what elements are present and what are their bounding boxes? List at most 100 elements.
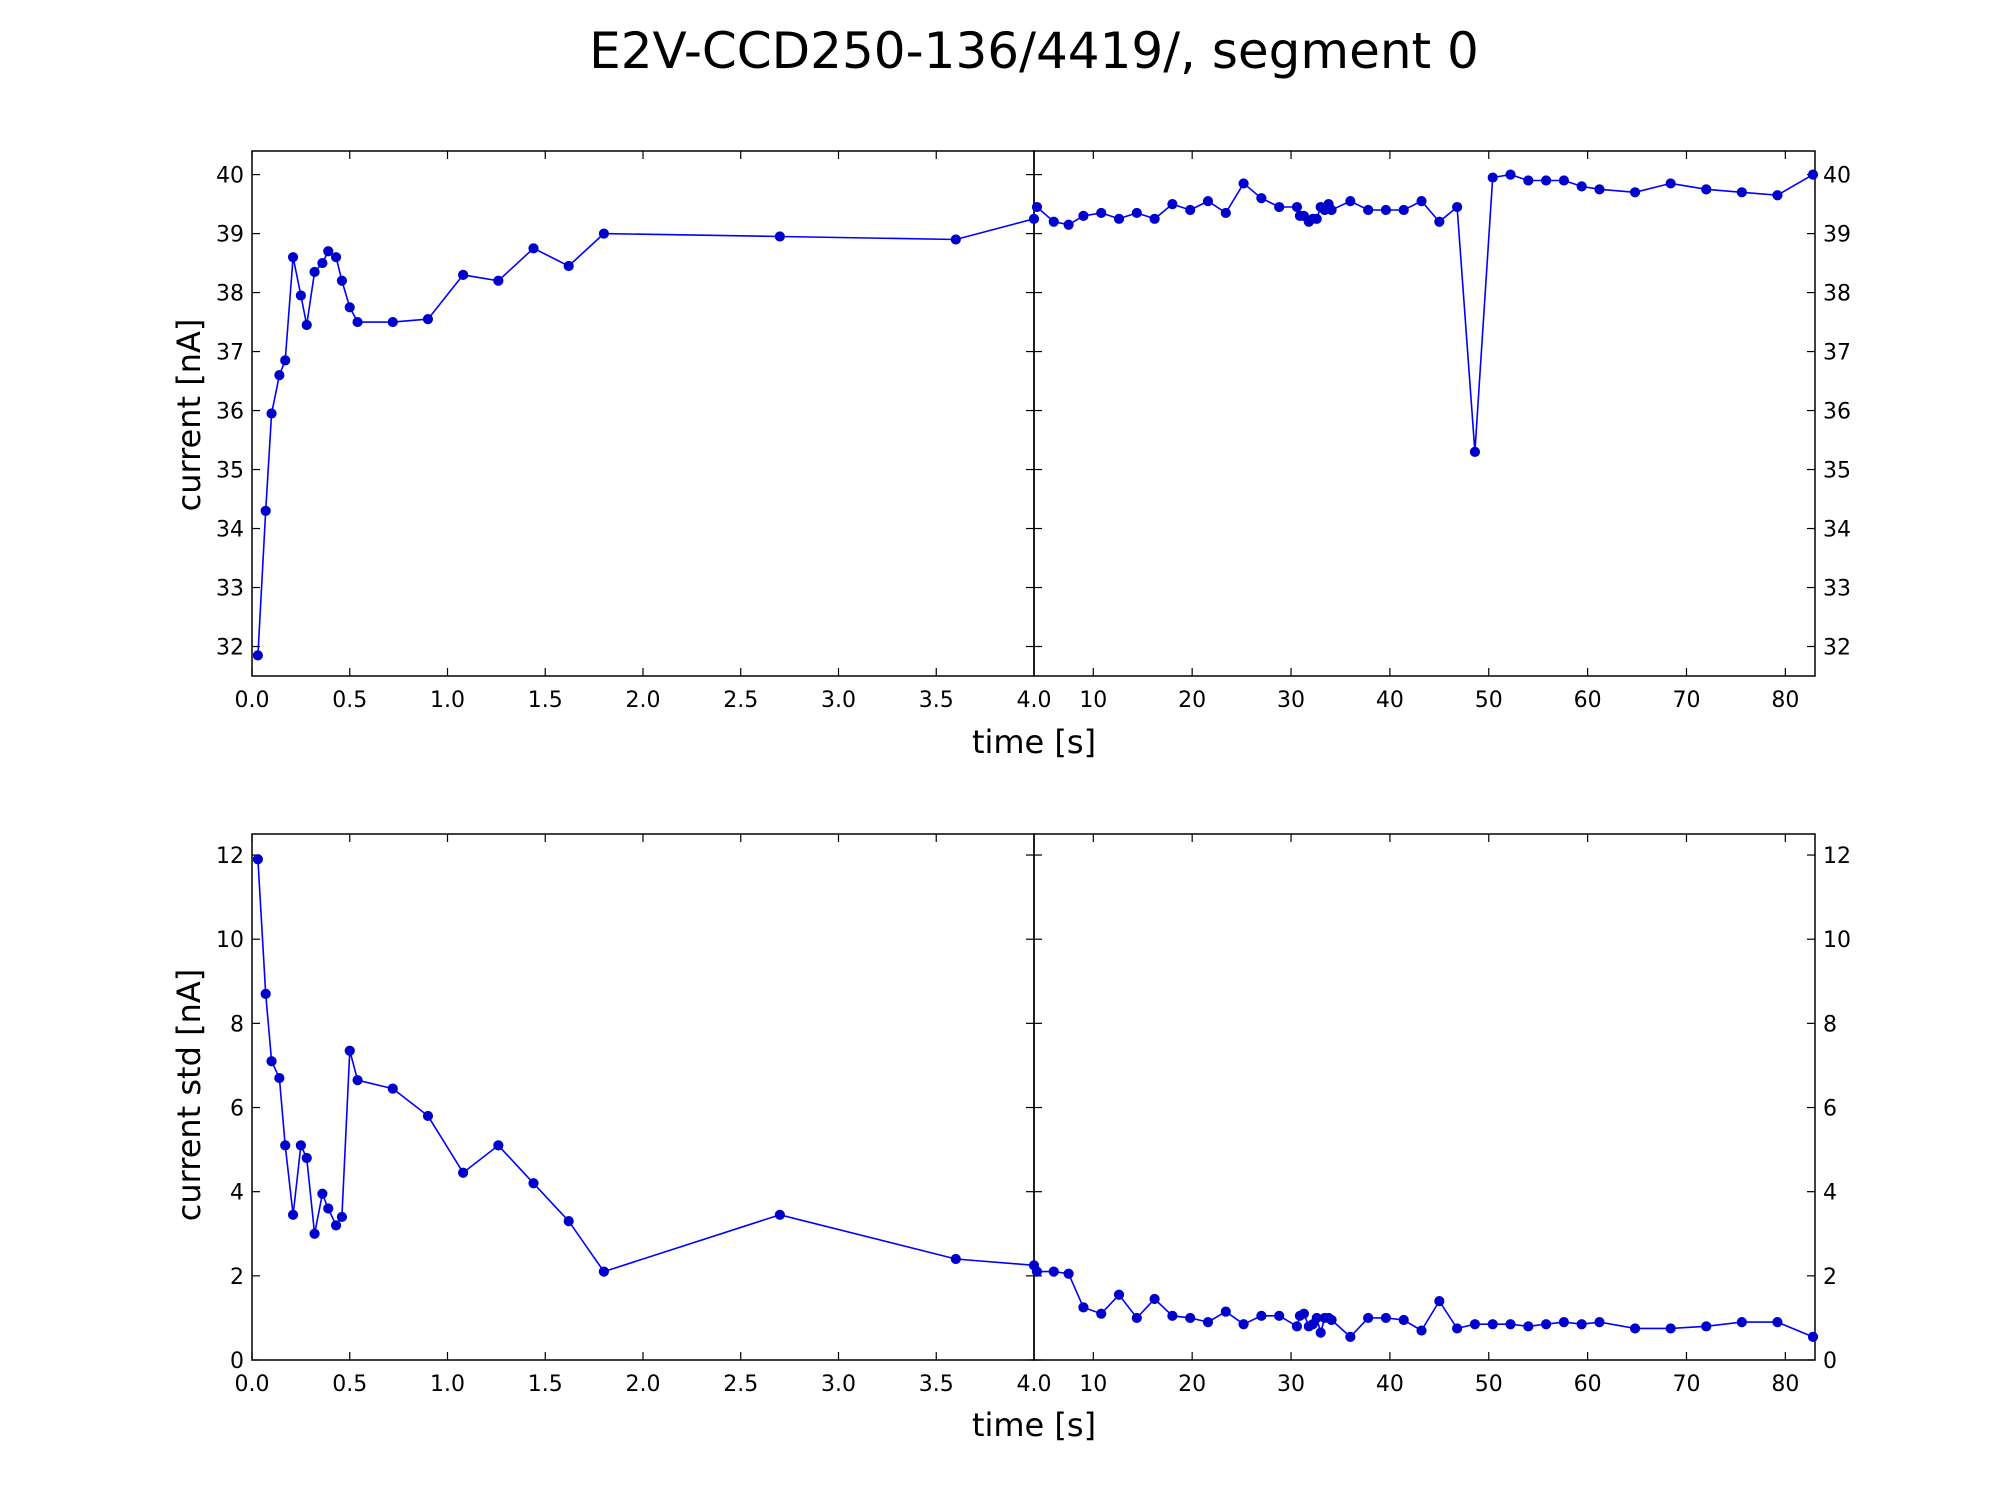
y-tick-label-right: 39 [1823, 223, 1851, 248]
y-tick-label-left: 4 [230, 1181, 244, 1206]
data-point [1028, 213, 1040, 224]
data-point [1505, 1319, 1516, 1330]
data-point [458, 1167, 469, 1178]
data-point [1576, 181, 1587, 192]
data-point [1558, 1317, 1569, 1328]
y-tick-label-left: 33 [216, 577, 244, 602]
data-point [352, 1075, 363, 1086]
y-tick-label-left: 32 [216, 636, 244, 661]
data-point [309, 1228, 320, 1239]
data-point [1701, 1321, 1712, 1332]
x-tick-label: 70 [1672, 688, 1700, 713]
y-tick-label-left: 12 [216, 844, 244, 869]
data-point [1540, 175, 1552, 186]
y-tick-label-right: 37 [1823, 341, 1851, 366]
data-point [352, 316, 363, 328]
data-point [344, 1045, 355, 1056]
y-tick-label-right: 35 [1823, 459, 1851, 484]
data-point [1185, 1312, 1196, 1324]
right-axes-frame [1033, 833, 1816, 1361]
x-tick-label: 40 [1376, 1372, 1404, 1397]
x-tick-label: 4.0 [1017, 1372, 1052, 1397]
data-point [1311, 213, 1322, 224]
data-point [1416, 196, 1427, 207]
x-tick-label: 80 [1771, 688, 1799, 713]
y-axis-label-current-std: current std [nA] [170, 969, 208, 1221]
data-point [1238, 1319, 1249, 1330]
x-tick-label: 20 [1178, 1372, 1206, 1397]
y-axis-label-current: current [nA] [170, 319, 208, 512]
data-point [1807, 1331, 1819, 1342]
data-point [1238, 178, 1249, 189]
y-tick-label-right: 2 [1823, 1265, 1837, 1290]
data-point [1505, 169, 1516, 180]
x-tick-label: 50 [1475, 1372, 1503, 1397]
x-tick-label: 3.5 [919, 1372, 954, 1397]
data-point [252, 854, 263, 865]
data-point [1113, 213, 1125, 224]
data-point [1523, 1321, 1534, 1332]
data-point [1772, 1317, 1783, 1328]
x-tick-label: 30 [1277, 1372, 1305, 1397]
data-point [598, 1266, 610, 1277]
data-point [1452, 1323, 1463, 1334]
data-point [493, 275, 504, 286]
x-tick-label: 2.5 [723, 1372, 758, 1397]
data-point [323, 1203, 334, 1214]
data-point [1736, 187, 1747, 198]
data-point [1274, 201, 1285, 213]
y-tick-label-left: 10 [216, 928, 244, 953]
data-point [1256, 193, 1267, 204]
data-point [295, 290, 306, 301]
y-tick-label-left: 40 [216, 164, 244, 189]
data-point [344, 302, 355, 313]
data-point [1398, 1314, 1409, 1326]
y-tick-label-right: 0 [1823, 1349, 1837, 1374]
y-tick-label-right: 12 [1823, 844, 1851, 869]
data-point [1256, 1310, 1267, 1321]
data-point [1594, 184, 1605, 195]
data-point [1096, 207, 1107, 219]
x-tick-label: 0.5 [332, 1372, 367, 1397]
data-point [1167, 1310, 1178, 1321]
x-tick-label: 2.0 [626, 1372, 661, 1397]
data-point [1469, 446, 1481, 457]
x-tick-label: 0.0 [235, 688, 270, 713]
data-point [563, 1216, 574, 1227]
x-tick-label: 1.5 [528, 688, 563, 713]
data-point [774, 1209, 785, 1220]
top-panel-current: current [nA] time [s] 32 32 33 33 34 34 35 35 36… [170, 150, 1851, 761]
data-point [1031, 201, 1043, 213]
y-tick-label-left: 8 [230, 1012, 244, 1037]
series-line-left [257, 859, 1035, 1273]
x-tick-label: 4.0 [1017, 688, 1052, 713]
y-tick-label-left: 6 [230, 1097, 244, 1122]
data-point [1452, 201, 1463, 213]
data-point [1772, 190, 1783, 201]
data-point [336, 1211, 348, 1223]
data-point [1380, 204, 1392, 216]
chart-title: E2V-CCD250-136/4419/, segment 0 [589, 22, 1479, 80]
x-tick-label: 0.5 [332, 688, 367, 713]
data-point [774, 231, 785, 242]
data-point [1665, 1323, 1676, 1334]
y-tick-label-right: 4 [1823, 1181, 1837, 1206]
x-tick-label: 20 [1178, 688, 1206, 713]
data-point [422, 314, 434, 325]
y-tick-label-left: 0 [230, 1349, 244, 1374]
data-point [1487, 172, 1498, 183]
data-point [950, 1253, 961, 1265]
data-point [1078, 210, 1089, 221]
x-tick-label: 10 [1079, 1372, 1107, 1397]
data-point [323, 246, 334, 257]
y-tick-label-right: 40 [1823, 164, 1851, 189]
right-axes-frame [1033, 150, 1816, 677]
x-tick-label: 2.0 [626, 688, 661, 713]
data-point [1736, 1317, 1747, 1328]
x-tick-label: 40 [1376, 688, 1404, 713]
data-point [1434, 1295, 1445, 1307]
y-tick-label-right: 36 [1823, 400, 1851, 425]
data-point [1096, 1308, 1107, 1319]
y-tick-label-right: 34 [1823, 518, 1851, 543]
